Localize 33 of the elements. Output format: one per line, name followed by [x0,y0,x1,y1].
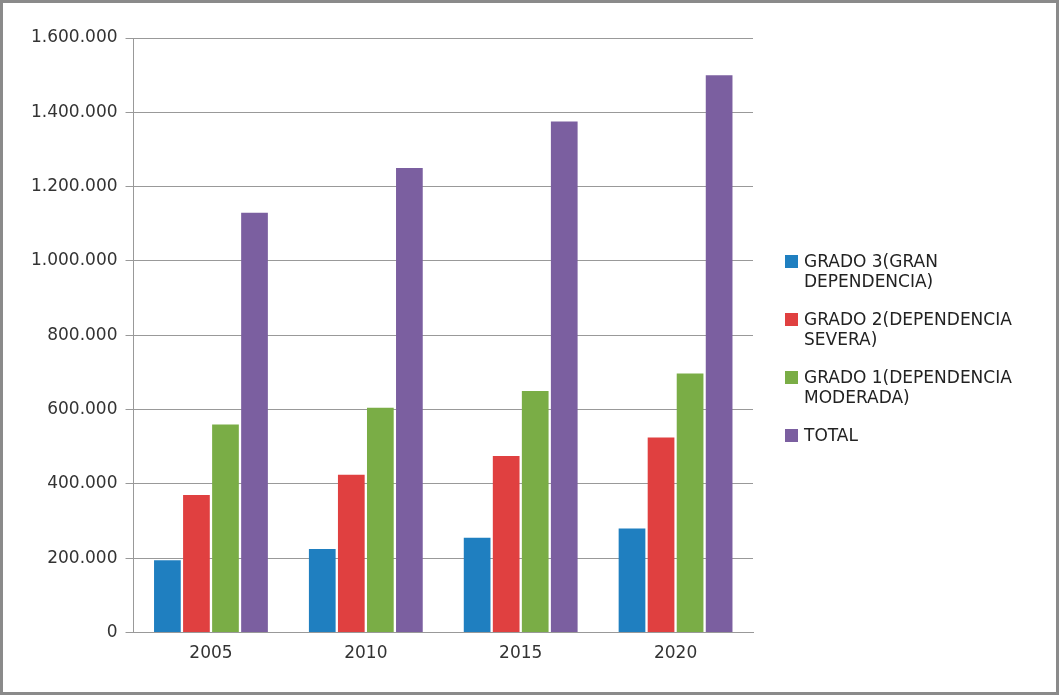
bar [463,537,491,633]
x-tick-label: 2015 [499,642,543,663]
bar [705,75,733,633]
y-tick-label: 600.000 [47,398,118,419]
y-tick-label: 1.600.000 [30,26,118,47]
y-tick-label: 1.200.000 [30,175,118,196]
legend-label: GRADO 3(GRAN DEPENDENCIA) [804,250,939,291]
bar [492,456,520,633]
bar [396,168,423,633]
bar [241,212,268,633]
legend-label: TOTAL [804,424,858,445]
x-tick-label: 2020 [653,642,698,663]
bar [183,495,210,633]
legend-label: GRADO 2(DEPENDENCIA SEVERA) [804,308,1013,349]
bar [521,391,549,633]
y-tick-label: 0 [106,621,118,642]
bar [212,424,239,633]
bar [647,437,675,633]
y-tick-label: 1.000.000 [30,249,118,270]
x-tick-label: 2005 [189,642,233,663]
bar [337,474,365,633]
y-tick-label: 1.400.000 [30,100,118,121]
y-tick-label: 400.000 [47,472,118,493]
bar [676,373,704,633]
bar [618,528,646,633]
x-tick-label: 2010 [344,642,388,663]
y-tick-label: 200.000 [47,546,118,567]
y-tick-label: 800.000 [47,323,118,344]
bar [550,121,578,633]
bar [308,548,336,633]
legend-label: GRADO 1(DEPENDENCIA MODERADA) [804,366,1013,407]
bar [154,560,181,633]
bar [366,407,394,633]
